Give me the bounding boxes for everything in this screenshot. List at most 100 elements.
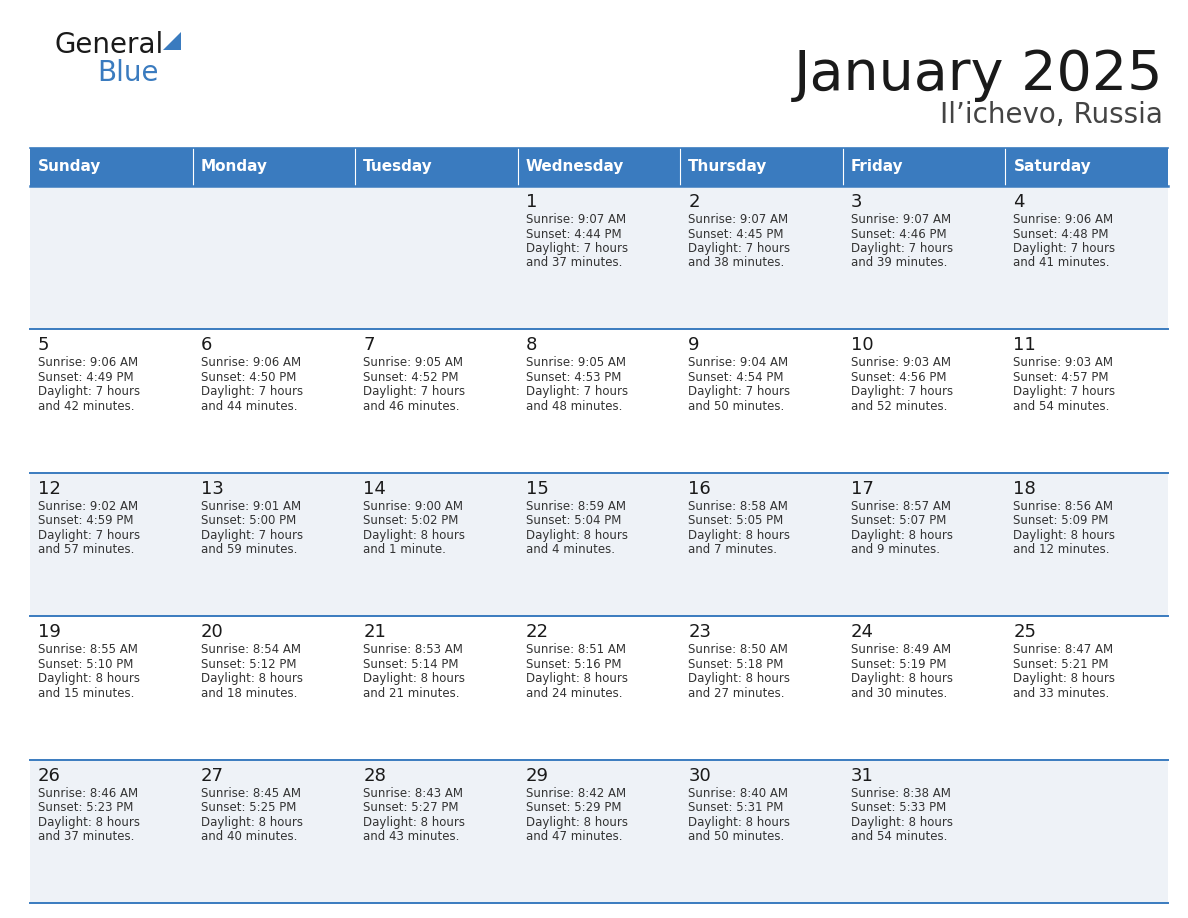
Text: and 43 minutes.: and 43 minutes.	[364, 830, 460, 843]
Text: and 42 minutes.: and 42 minutes.	[38, 400, 134, 413]
Bar	[192, 473, 355, 616]
Text: Sunset: 5:21 PM: Sunset: 5:21 PM	[1013, 657, 1108, 671]
Text: 19: 19	[38, 623, 61, 641]
Text: 16: 16	[688, 480, 712, 498]
Text: Sunset: 4:45 PM: Sunset: 4:45 PM	[688, 228, 784, 241]
Text: Daylight: 7 hours: Daylight: 7 hours	[526, 386, 627, 398]
Bar	[842, 148, 1005, 186]
Text: and 30 minutes.: and 30 minutes.	[851, 687, 947, 700]
Text: and 4 minutes.: and 4 minutes.	[526, 543, 614, 556]
Text: 25: 25	[1013, 623, 1036, 641]
Text: and 54 minutes.: and 54 minutes.	[1013, 400, 1110, 413]
Text: 24: 24	[851, 623, 874, 641]
Text: Sunrise: 9:04 AM: Sunrise: 9:04 AM	[688, 356, 789, 369]
Text: Sunset: 5:18 PM: Sunset: 5:18 PM	[688, 657, 784, 671]
Text: Sunset: 5:05 PM: Sunset: 5:05 PM	[688, 514, 784, 527]
Text: Sunrise: 9:07 AM: Sunrise: 9:07 AM	[688, 213, 789, 226]
Text: Sunrise: 8:57 AM: Sunrise: 8:57 AM	[851, 499, 950, 513]
Text: Sunrise: 8:51 AM: Sunrise: 8:51 AM	[526, 644, 626, 656]
Text: Daylight: 7 hours: Daylight: 7 hours	[201, 386, 303, 398]
Text: Daylight: 8 hours: Daylight: 8 hours	[851, 529, 953, 542]
Text: Sunrise: 8:54 AM: Sunrise: 8:54 AM	[201, 644, 301, 656]
Text: Sunset: 5:25 PM: Sunset: 5:25 PM	[201, 801, 296, 814]
Bar	[192, 186, 355, 330]
Bar	[355, 330, 518, 473]
Text: Sunrise: 9:07 AM: Sunrise: 9:07 AM	[526, 213, 626, 226]
Text: Daylight: 8 hours: Daylight: 8 hours	[526, 672, 627, 685]
Text: Daylight: 8 hours: Daylight: 8 hours	[688, 815, 790, 829]
Text: 22: 22	[526, 623, 549, 641]
Text: Sunrise: 9:03 AM: Sunrise: 9:03 AM	[1013, 356, 1113, 369]
Text: Sunset: 5:07 PM: Sunset: 5:07 PM	[851, 514, 946, 527]
Text: 18: 18	[1013, 480, 1036, 498]
Text: Daylight: 7 hours: Daylight: 7 hours	[38, 529, 140, 542]
Text: Sunset: 5:14 PM: Sunset: 5:14 PM	[364, 657, 459, 671]
Bar	[842, 616, 1005, 759]
Text: 13: 13	[201, 480, 223, 498]
Text: and 38 minutes.: and 38 minutes.	[688, 256, 784, 270]
Text: Sunset: 5:29 PM: Sunset: 5:29 PM	[526, 801, 621, 814]
Text: Sunrise: 9:02 AM: Sunrise: 9:02 AM	[38, 499, 138, 513]
Bar	[1005, 759, 1168, 903]
Text: and 54 minutes.: and 54 minutes.	[851, 830, 947, 843]
Text: General: General	[55, 31, 164, 59]
Text: Sunrise: 8:55 AM: Sunrise: 8:55 AM	[38, 644, 138, 656]
Text: Sunrise: 8:45 AM: Sunrise: 8:45 AM	[201, 787, 301, 800]
Text: 4: 4	[1013, 193, 1025, 211]
Polygon shape	[163, 32, 181, 50]
Text: Daylight: 8 hours: Daylight: 8 hours	[688, 672, 790, 685]
Text: and 9 minutes.: and 9 minutes.	[851, 543, 940, 556]
Text: Daylight: 7 hours: Daylight: 7 hours	[688, 386, 790, 398]
Text: 20: 20	[201, 623, 223, 641]
Text: and 57 minutes.: and 57 minutes.	[38, 543, 134, 556]
Text: Wednesday: Wednesday	[526, 160, 624, 174]
Text: Sunrise: 8:38 AM: Sunrise: 8:38 AM	[851, 787, 950, 800]
Text: and 27 minutes.: and 27 minutes.	[688, 687, 785, 700]
Bar	[842, 186, 1005, 330]
Text: and 48 minutes.: and 48 minutes.	[526, 400, 623, 413]
Bar	[1005, 473, 1168, 616]
Bar	[518, 330, 681, 473]
Bar	[355, 616, 518, 759]
Text: Daylight: 7 hours: Daylight: 7 hours	[364, 386, 466, 398]
Bar	[518, 616, 681, 759]
Text: Daylight: 7 hours: Daylight: 7 hours	[851, 242, 953, 255]
Text: Sunset: 5:04 PM: Sunset: 5:04 PM	[526, 514, 621, 527]
Text: Daylight: 8 hours: Daylight: 8 hours	[526, 815, 627, 829]
Text: Sunset: 5:19 PM: Sunset: 5:19 PM	[851, 657, 947, 671]
Text: Sunrise: 9:07 AM: Sunrise: 9:07 AM	[851, 213, 950, 226]
Bar	[1005, 616, 1168, 759]
Text: and 24 minutes.: and 24 minutes.	[526, 687, 623, 700]
Bar	[681, 759, 842, 903]
Text: Sunrise: 8:43 AM: Sunrise: 8:43 AM	[364, 787, 463, 800]
Text: Daylight: 8 hours: Daylight: 8 hours	[38, 815, 140, 829]
Text: Sunset: 4:48 PM: Sunset: 4:48 PM	[1013, 228, 1108, 241]
Text: Daylight: 7 hours: Daylight: 7 hours	[38, 386, 140, 398]
Text: Sunset: 4:59 PM: Sunset: 4:59 PM	[38, 514, 133, 527]
Text: Friday: Friday	[851, 160, 904, 174]
Text: and 39 minutes.: and 39 minutes.	[851, 256, 947, 270]
Text: 10: 10	[851, 336, 873, 354]
Text: 5: 5	[38, 336, 50, 354]
Text: and 7 minutes.: and 7 minutes.	[688, 543, 777, 556]
Text: Sunset: 5:31 PM: Sunset: 5:31 PM	[688, 801, 784, 814]
Text: Daylight: 8 hours: Daylight: 8 hours	[851, 815, 953, 829]
Bar	[355, 759, 518, 903]
Bar	[842, 759, 1005, 903]
Text: Sunrise: 9:06 AM: Sunrise: 9:06 AM	[201, 356, 301, 369]
Text: Daylight: 8 hours: Daylight: 8 hours	[201, 672, 303, 685]
Text: and 52 minutes.: and 52 minutes.	[851, 400, 947, 413]
Bar	[1005, 330, 1168, 473]
Text: Daylight: 8 hours: Daylight: 8 hours	[201, 815, 303, 829]
Text: Sunrise: 8:53 AM: Sunrise: 8:53 AM	[364, 644, 463, 656]
Bar	[681, 473, 842, 616]
Text: 31: 31	[851, 767, 873, 785]
Text: Monday: Monday	[201, 160, 267, 174]
Text: Sunset: 5:16 PM: Sunset: 5:16 PM	[526, 657, 621, 671]
Text: Sunset: 5:00 PM: Sunset: 5:00 PM	[201, 514, 296, 527]
Bar	[681, 330, 842, 473]
Bar	[355, 186, 518, 330]
Text: Sunrise: 9:01 AM: Sunrise: 9:01 AM	[201, 499, 301, 513]
Text: Sunset: 4:44 PM: Sunset: 4:44 PM	[526, 228, 621, 241]
Text: Sunset: 4:53 PM: Sunset: 4:53 PM	[526, 371, 621, 384]
